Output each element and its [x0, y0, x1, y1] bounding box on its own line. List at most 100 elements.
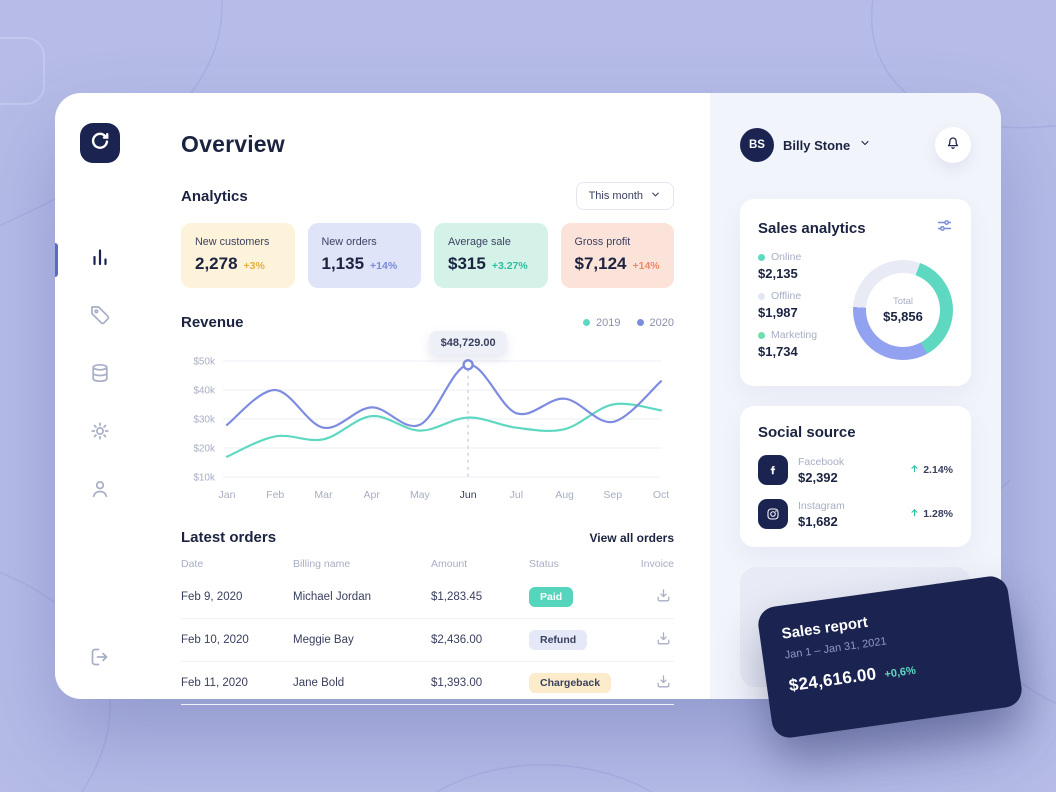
x-axis-label: Oct [653, 489, 669, 501]
highlight-marker [462, 359, 474, 371]
logo-icon [89, 130, 111, 157]
chevron-down-icon [650, 189, 661, 203]
order-date: Feb 11, 2020 [181, 677, 248, 689]
legend-item-2020: 2020 [636, 316, 674, 329]
social-source-list: Facebook $2,392 2.14% Instagram $1,682 1.28% [758, 455, 953, 529]
sidebar-item-database[interactable] [86, 361, 114, 389]
sidebar-item-gear[interactable] [86, 419, 114, 447]
tag-icon [88, 303, 112, 332]
stat-label: Gross profit [574, 236, 631, 248]
latest-orders-heading: Latest orders [181, 529, 277, 546]
page-title: Overview [181, 131, 285, 157]
legend-dot [583, 319, 591, 326]
revenue-chart-area: $48,729.00 $50k $40k $30k $20k $10k Jan Feb Mar… [181, 331, 674, 509]
stat-label: New customers [195, 236, 270, 248]
x-axis-label: Jul [510, 489, 523, 501]
order-date: Feb 9, 2020 [181, 591, 243, 603]
user-menu[interactable]: BS Billy Stone [740, 127, 971, 163]
order-amount: $2,436.00 [431, 634, 483, 646]
sales-analytics-card: Sales analytics Online $2,135 Offline $1,98… [740, 199, 971, 386]
notifications-button[interactable] [935, 127, 971, 163]
period-selector[interactable]: This month [575, 182, 674, 210]
filter-sliders-icon[interactable] [936, 217, 953, 239]
social-value: $1,682 [798, 513, 838, 529]
period-selector-label: This month [588, 190, 643, 202]
analytics-heading: Analytics [181, 187, 248, 205]
arrow-up-icon [909, 463, 920, 477]
arrow-up-icon [909, 507, 920, 521]
stat-card: Average sale $315 +3.27% [434, 223, 548, 288]
order-billing-name: Michael Jordan [293, 591, 371, 603]
instagram-icon [758, 499, 788, 529]
donut-total-value: $5,856 [883, 308, 923, 324]
column-header: Invoice [640, 558, 674, 570]
download-invoice-button[interactable] [655, 673, 674, 693]
sidebar-nav [86, 245, 114, 505]
channel-value: $2,135 [758, 266, 798, 281]
x-axis-label: Jan [219, 489, 236, 501]
x-axis-label: Mar [314, 489, 333, 501]
x-axis-label: Jun [460, 489, 477, 501]
download-icon [655, 630, 672, 650]
view-all-orders-link[interactable]: View all orders [589, 530, 675, 545]
stat-cards: New customers 2,278 +3% New orders 1,135 +14%… [181, 223, 674, 288]
main-content: Overview Analytics This month New custom… [145, 93, 710, 705]
stat-value: $315 [448, 254, 486, 273]
column-header: Status [529, 558, 559, 570]
status-badge: Refund [529, 630, 588, 650]
logout-icon [88, 645, 112, 674]
user-icon [88, 477, 112, 506]
stat-card: New customers 2,278 +3% [181, 223, 295, 288]
sidebar-item-user[interactable] [86, 477, 114, 505]
social-delta: 1.28% [923, 508, 953, 520]
social-source-item: Instagram $1,682 1.28% [758, 499, 953, 529]
y-axis-label: $40k [193, 386, 216, 397]
stat-label: New orders [321, 236, 377, 248]
order-billing-name: Meggie Bay [293, 634, 354, 646]
x-axis-label: May [410, 489, 431, 501]
legend-item-2019: 2019 [583, 316, 621, 329]
channel-label: Offline [771, 290, 802, 302]
dashboard-window: Overview Analytics This month New custom… [55, 93, 1024, 740]
stat-value: $7,124 [574, 254, 627, 273]
column-header: Amount [431, 558, 468, 570]
order-billing-name: Jane Bold [293, 677, 345, 689]
social-source-heading: Social source [758, 424, 856, 441]
sidebar-item-tag[interactable] [86, 303, 114, 331]
stat-delta: +14% [632, 260, 660, 272]
facebook-icon [758, 455, 788, 485]
social-delta: 2.14% [923, 464, 953, 476]
y-axis-label: $20k [193, 444, 216, 455]
orders-table-header: Date Billing name Amount Status Invoice [181, 546, 674, 576]
series-line-2019 [225, 402, 663, 458]
channel-label: Online [771, 251, 802, 263]
table-row: Feb 9, 2020 Michael Jordan $1,283.45 Paid [181, 576, 674, 619]
sales-channel-item: Offline $1,987 [758, 290, 817, 320]
chevron-down-icon [859, 136, 871, 154]
order-date: Feb 10, 2020 [181, 634, 249, 646]
x-axis-label: Feb [266, 489, 284, 501]
x-axis-label: Apr [363, 489, 380, 501]
stat-label: Average sale [448, 236, 511, 248]
social-label: Instagram [798, 499, 845, 512]
sidebar-item-bar-chart[interactable] [86, 245, 114, 273]
status-badge: Chargeback [529, 673, 612, 693]
social-value: $2,392 [798, 469, 838, 485]
channel-value: $1,734 [758, 344, 798, 359]
social-label: Facebook [798, 455, 845, 468]
channel-value: $1,987 [758, 305, 798, 320]
order-amount: $1,393.00 [431, 677, 483, 689]
download-invoice-button[interactable] [655, 587, 674, 607]
app-logo[interactable] [80, 123, 120, 163]
legend-label: 2019 [596, 316, 621, 329]
donut-center: Total $5,856 [866, 272, 940, 347]
stat-card: Gross profit $7,124 +14% [560, 223, 674, 288]
download-invoice-button[interactable] [655, 630, 674, 650]
channel-label: Marketing [771, 329, 818, 341]
sales-analytics-heading: Sales analytics [758, 219, 866, 237]
chart-legend: 2019 2020 [583, 317, 674, 329]
channel-dot [758, 292, 765, 300]
sidebar-item-logout[interactable] [86, 645, 114, 673]
legend-label: 2020 [649, 316, 674, 329]
